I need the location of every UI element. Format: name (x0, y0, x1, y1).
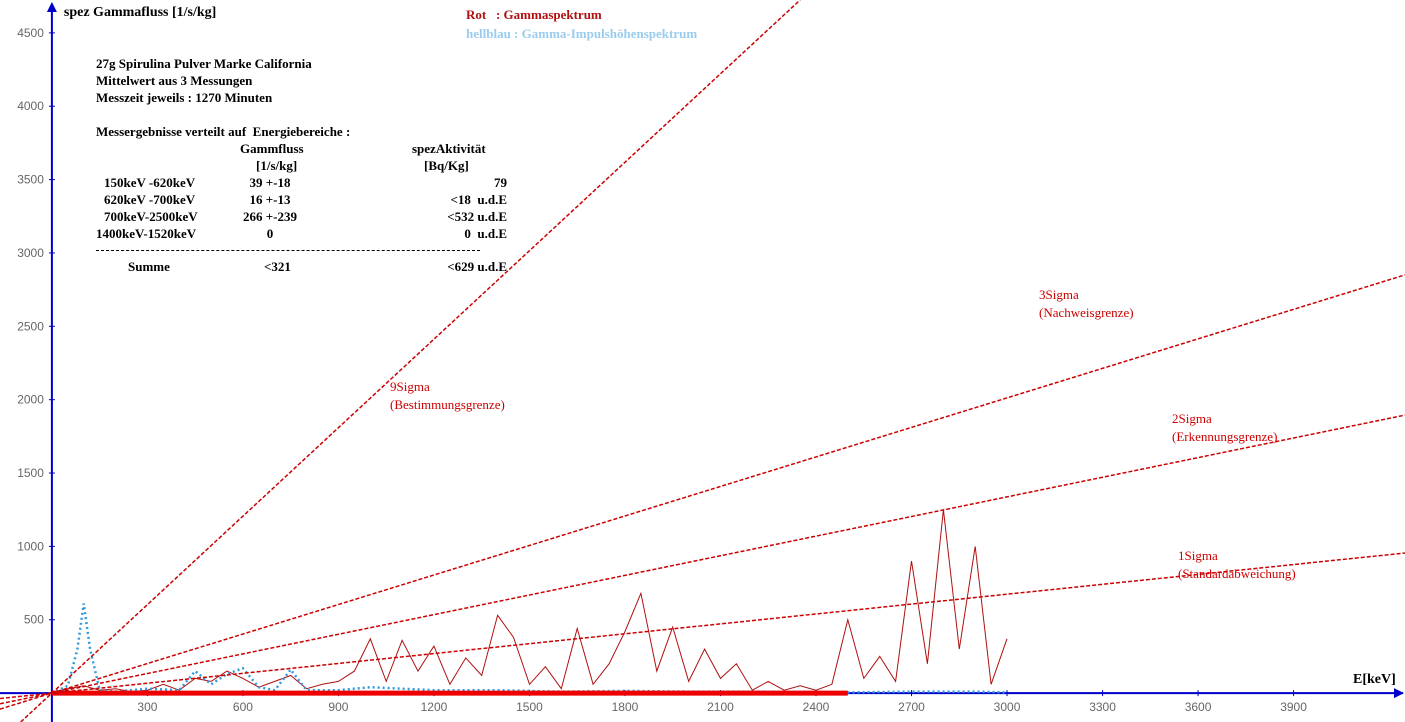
table-cell: 0 u.d.E (464, 226, 507, 241)
series-line (0, 552, 1405, 700)
sum-cell: <321 (264, 259, 291, 274)
x-tick-label: 3300 (1089, 700, 1116, 714)
x-tick-label: 600 (233, 700, 253, 714)
table-cell: 39 +-18 (249, 175, 291, 190)
table-cell: 620keV -700keV (104, 192, 196, 207)
line-sublabel: (Erkennungsgrenze) (1172, 429, 1277, 444)
table-cell: 700keV-2500keV (104, 209, 198, 224)
sum-cell: Summe (128, 259, 170, 274)
y-tick-label: 3500 (17, 173, 44, 187)
y-tick-label: 1000 (17, 539, 44, 553)
y-tick-label: 3000 (17, 246, 44, 260)
y-tick-label: 1500 (17, 466, 44, 480)
x-tick-label: 900 (328, 700, 348, 714)
table-header: spezAktivität (412, 141, 486, 156)
x-tick-label: 2100 (707, 700, 734, 714)
table-cell: <532 u.d.E (447, 209, 507, 224)
x-tick-label: 2700 (898, 700, 925, 714)
y-tick-label: 4500 (17, 26, 44, 40)
info-line: 27g Spirulina Pulver Marke California (96, 56, 312, 71)
x-axis-label: E[keV] (1353, 672, 1396, 687)
table-cell: 150keV -620keV (104, 175, 196, 190)
line-label: 2Sigma (1172, 411, 1212, 426)
line-label: 3Sigma (1039, 287, 1079, 302)
legend-entry: hellblau : Gamma-Impulshöhenspektrum (466, 26, 697, 41)
y-tick-label: 4000 (17, 99, 44, 113)
x-axis-arrow (1394, 688, 1404, 699)
y-axis-arrow (46, 2, 57, 12)
table-cell: 0 (266, 226, 274, 241)
table-header: Gammfluss (240, 141, 304, 156)
separator (96, 250, 480, 251)
x-tick-label: 300 (137, 700, 157, 714)
info-line: Mittelwert aus 3 Messungen (96, 73, 253, 88)
x-tick-label: 1800 (612, 700, 639, 714)
table-header: [1/s/kg] (256, 158, 298, 173)
line-label: 9Sigma (390, 379, 430, 394)
series-line (0, 414, 1405, 705)
table-cell: 79 (494, 175, 507, 190)
info-line: Messzeit jeweils : 1270 Minuten (96, 90, 273, 105)
series-line (20, 0, 801, 722)
x-tick-label: 1200 (421, 700, 448, 714)
x-tick-label: 3000 (994, 700, 1021, 714)
line-sublabel: (Standardabweichung) (1178, 566, 1296, 581)
info-heading: Messergebnisse verteilt auf Energieberei… (96, 124, 351, 139)
table-header: [Bq/Kg] (424, 158, 469, 173)
series-line (0, 274, 1405, 710)
table-cell: <18 u.d.E (450, 192, 507, 207)
y-axis-label: spez Gammafluss [1/s/kg] (64, 5, 216, 20)
legend-entry: Rot : Gammaspektrum (466, 7, 602, 22)
table-cell: 266 +-239 (243, 209, 297, 224)
y-tick-label: 2000 (17, 393, 44, 407)
x-tick-label: 3600 (1185, 700, 1212, 714)
series-line (51, 509, 1008, 694)
y-tick-label: 2500 (17, 319, 44, 333)
x-tick-label: 3900 (1280, 700, 1307, 714)
x-tick-label: 1500 (516, 700, 543, 714)
y-tick-label: 500 (24, 613, 44, 627)
line-label: 1Sigma (1178, 548, 1218, 563)
line-sublabel: (Nachweisgrenze) (1039, 305, 1134, 320)
x-tick-label: 2400 (803, 700, 830, 714)
table-cell: 1400keV-1520keV (96, 226, 197, 241)
line-sublabel: (Bestimmungsgrenze) (390, 397, 505, 412)
sum-cell: <629 u.d.E (447, 259, 507, 274)
table-cell: 16 +-13 (249, 192, 291, 207)
